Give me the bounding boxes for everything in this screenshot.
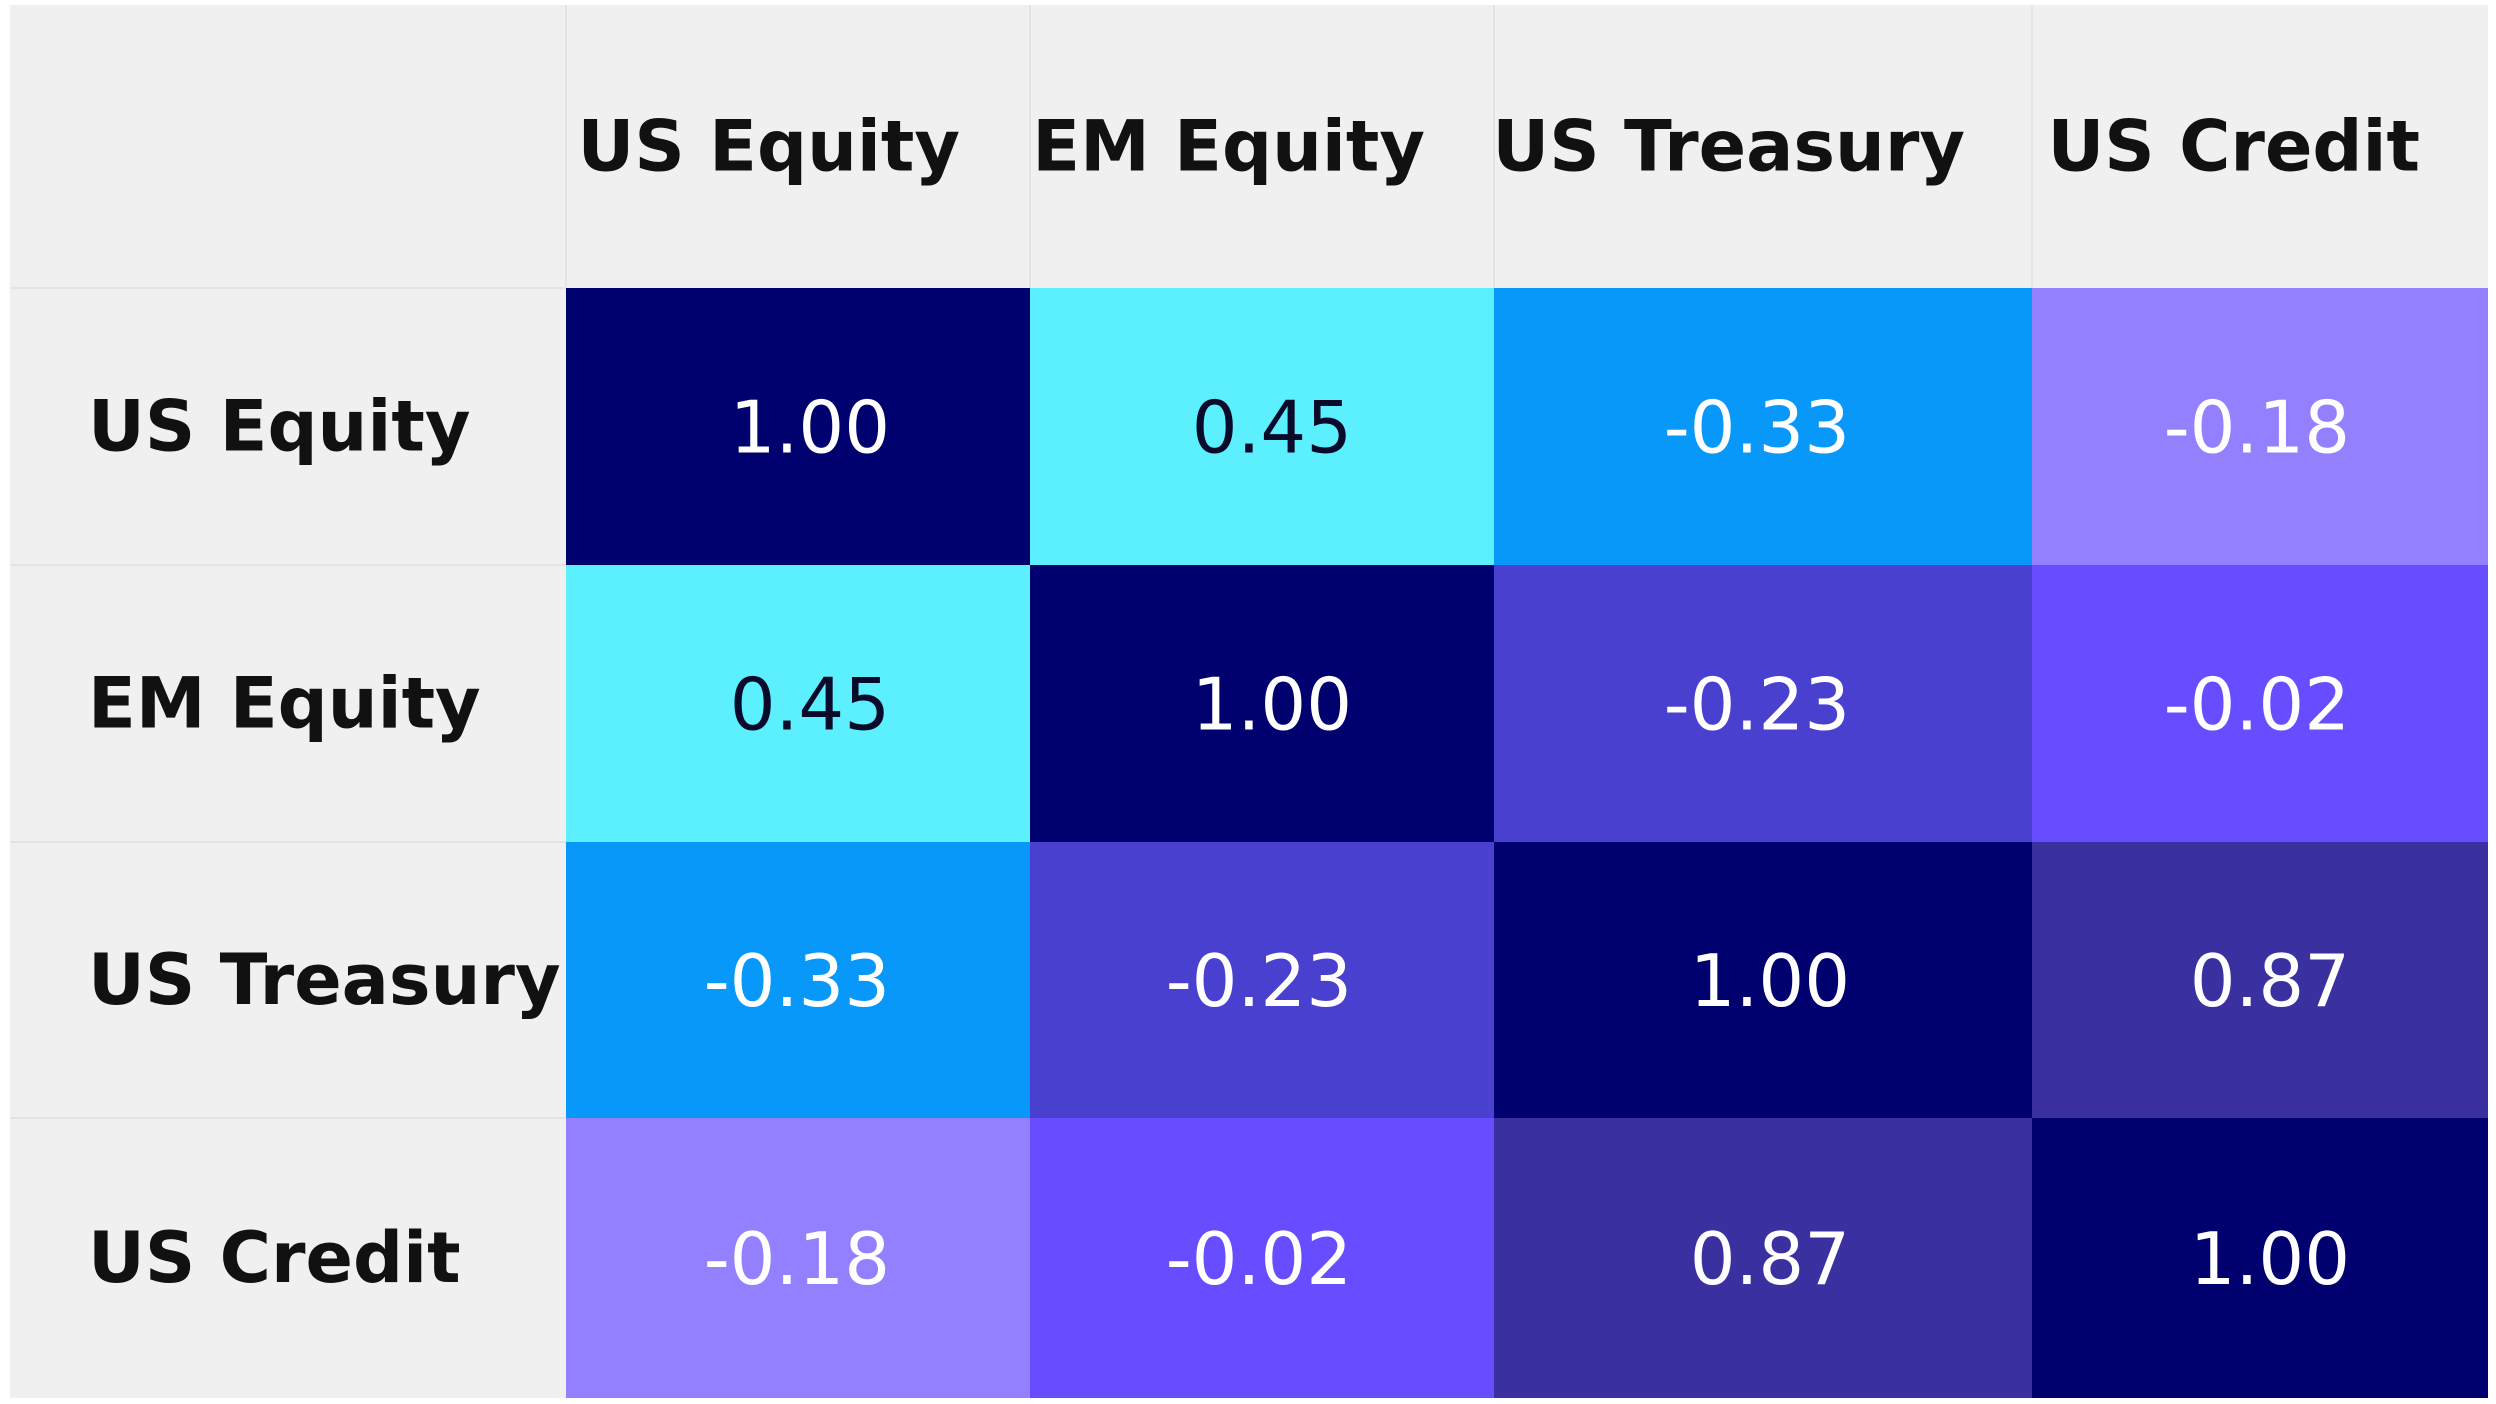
heatmap-cell — [2032, 1118, 2488, 1398]
cell-value-label: 1.00 — [2190, 1217, 2350, 1301]
heatmap-cell — [1030, 565, 1494, 842]
cell-value-label: -0.02 — [2164, 663, 2350, 747]
column-label: EM Equity — [1032, 106, 1425, 188]
row-label: US Credit — [88, 1217, 461, 1299]
cell-value-label: 1.00 — [1192, 663, 1352, 747]
cell-value-label: 0.87 — [2190, 939, 2350, 1023]
column-label: US Equity — [578, 106, 960, 188]
column-label: US Credit — [2047, 106, 2420, 188]
heatmap-cell — [1494, 565, 2032, 842]
cell-value-label: -0.33 — [704, 939, 890, 1023]
heatmap-cell — [1494, 842, 2032, 1118]
cell-value-label: -0.23 — [1166, 939, 1352, 1023]
row-label: US Treasury — [88, 939, 561, 1021]
cell-value-label: -0.33 — [1664, 386, 1850, 470]
row-label: US Equity — [88, 386, 470, 468]
cell-value-label: 1.00 — [1690, 939, 1850, 1023]
cell-value-label: -0.18 — [704, 1217, 890, 1301]
column-header-background — [10, 5, 2488, 288]
cell-value-label: 0.45 — [730, 663, 890, 747]
heatmap-cell — [1030, 288, 1494, 565]
cell-value-label: 1.00 — [730, 386, 890, 470]
cell-value-label: -0.23 — [1664, 663, 1850, 747]
heatmap-cell — [1030, 842, 1494, 1118]
cell-value-label: -0.18 — [2164, 386, 2350, 470]
heatmap-cell — [2032, 842, 2488, 1118]
heatmap-cell — [566, 1118, 1030, 1398]
heatmap-cell — [1494, 1118, 2032, 1398]
cell-value-label: 0.87 — [1690, 1217, 1850, 1301]
heatmap-cell — [1030, 1118, 1494, 1398]
heatmap-cell — [566, 288, 1030, 565]
heatmap-cell — [1494, 288, 2032, 565]
cell-value-label: -0.02 — [1166, 1217, 1352, 1301]
heatmap-cell — [2032, 565, 2488, 842]
heatmap-cell — [566, 565, 1030, 842]
heatmap-cell — [2032, 288, 2488, 565]
cell-value-label: 0.45 — [1192, 386, 1352, 470]
row-label: EM Equity — [88, 663, 481, 745]
heatmap-cell — [566, 842, 1030, 1118]
column-label: US Treasury — [1492, 106, 1965, 188]
